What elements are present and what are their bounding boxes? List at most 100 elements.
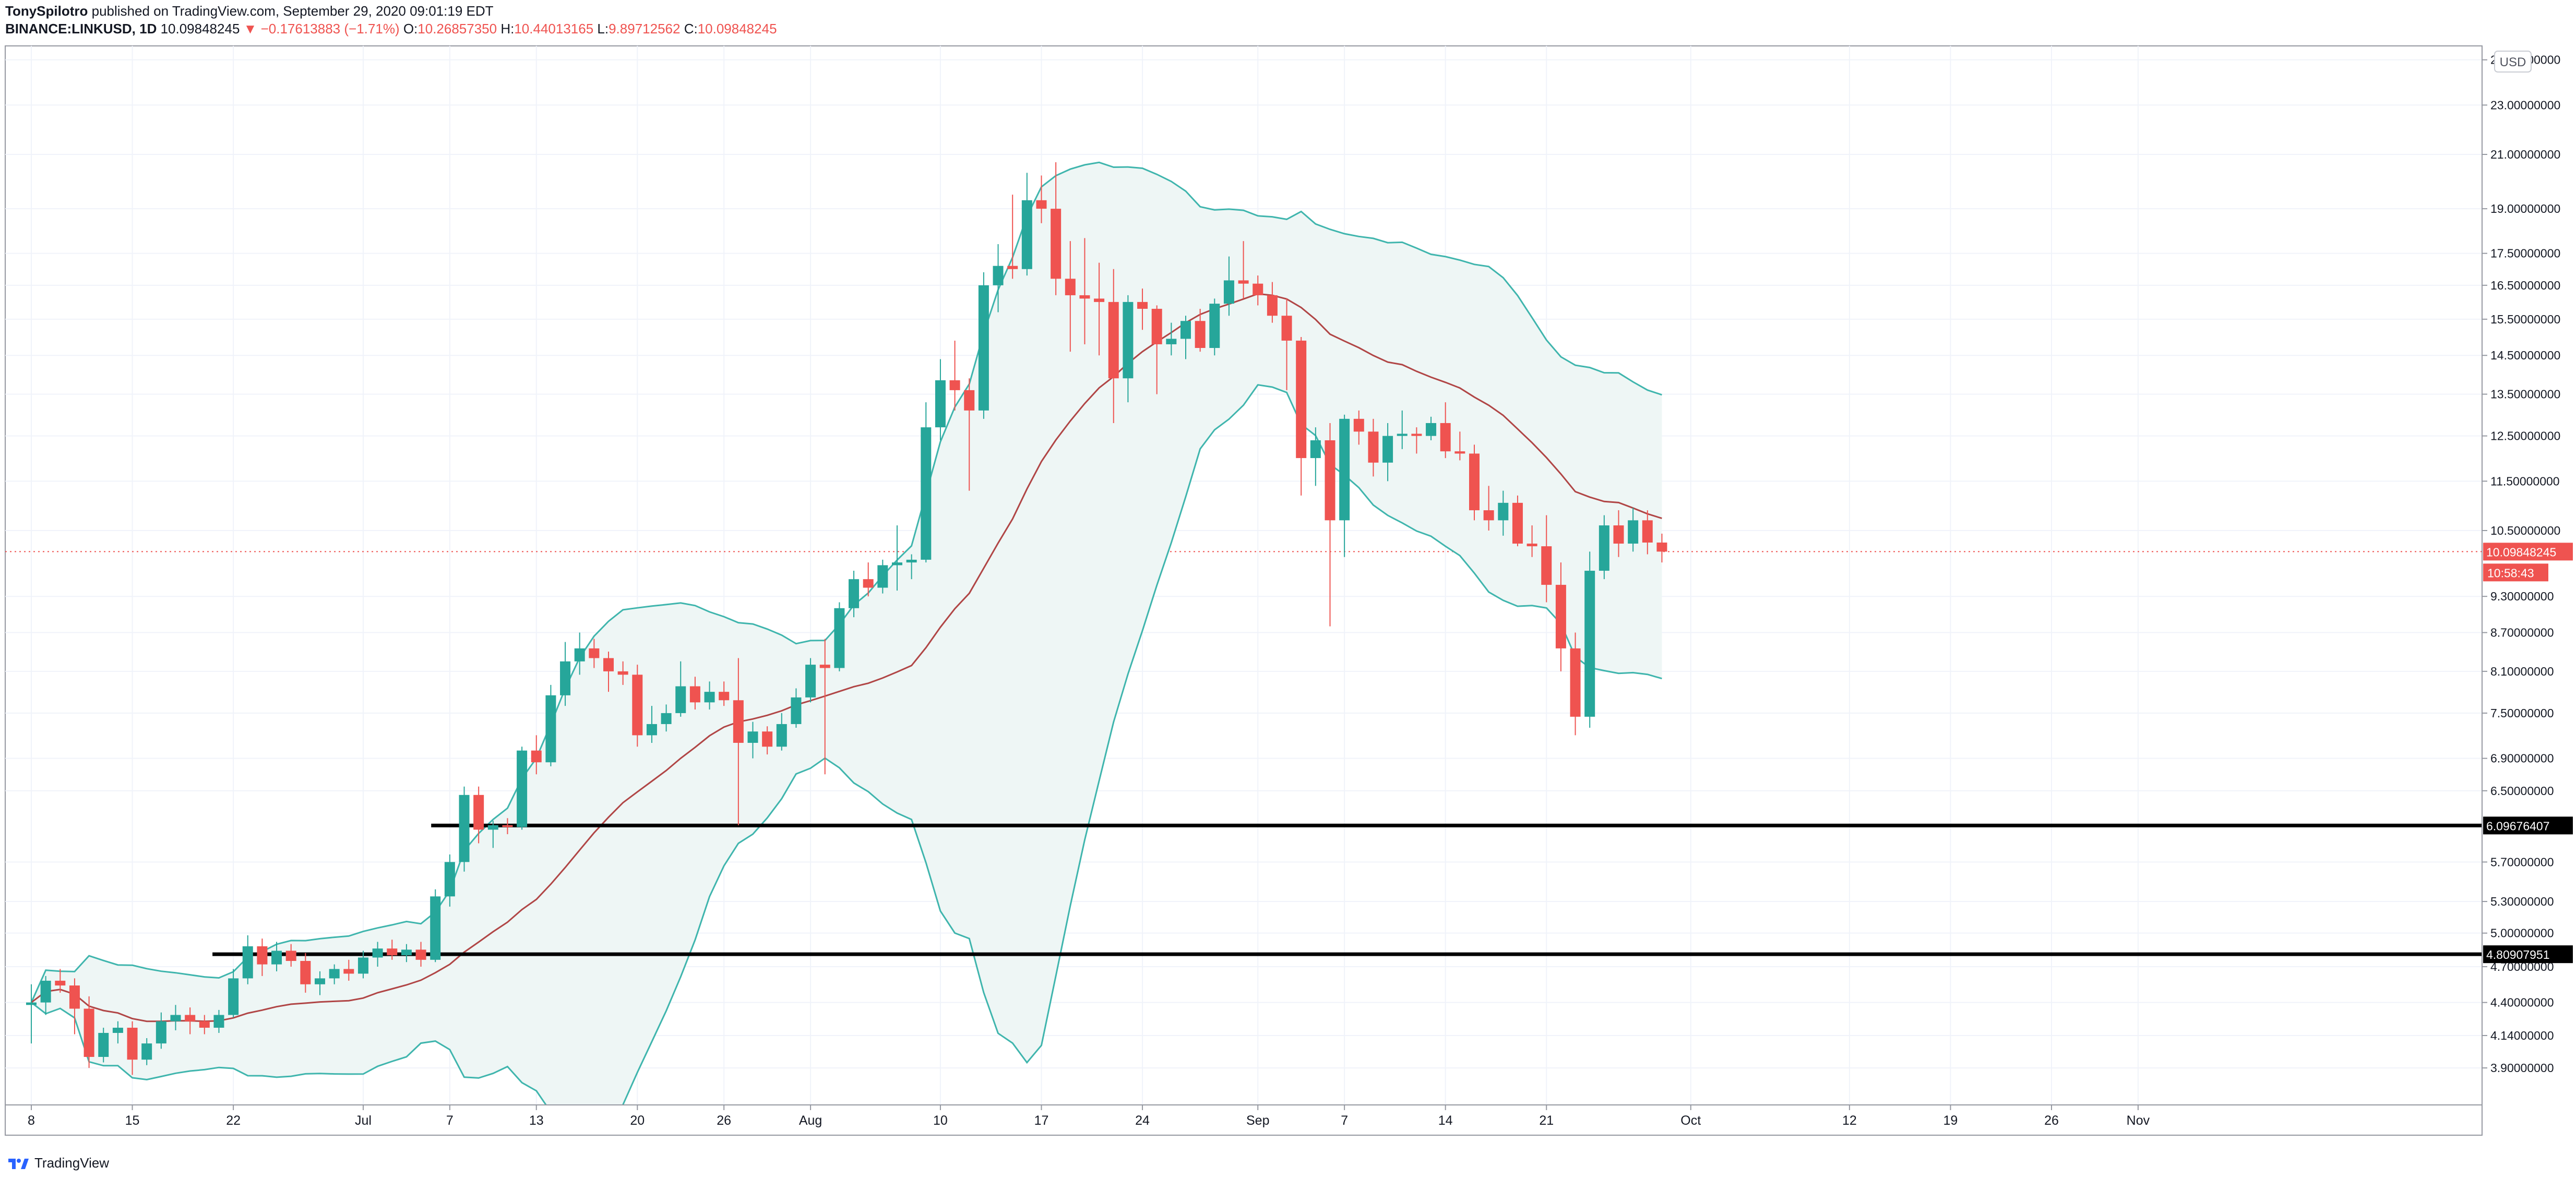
candle-body[interactable] bbox=[300, 961, 311, 984]
candle[interactable] bbox=[170, 1005, 181, 1030]
candle[interactable] bbox=[733, 658, 744, 825]
candle[interactable] bbox=[329, 964, 340, 984]
candle-body[interactable] bbox=[1021, 200, 1032, 269]
candle-body[interactable] bbox=[228, 978, 239, 1015]
support-lines[interactable] bbox=[212, 823, 2482, 956]
candle[interactable] bbox=[156, 1012, 166, 1049]
candle[interactable] bbox=[574, 632, 585, 675]
symbol-label[interactable]: BINANCE:LINKUSD, 1D bbox=[5, 21, 157, 37]
candle-body[interactable] bbox=[444, 862, 455, 897]
candle[interactable] bbox=[1195, 308, 1206, 352]
candle[interactable] bbox=[271, 942, 282, 971]
candle-body[interactable] bbox=[415, 949, 426, 960]
candle-body[interactable] bbox=[704, 692, 715, 703]
candle-body[interactable] bbox=[675, 686, 686, 713]
candle-body[interactable] bbox=[921, 427, 932, 560]
candle[interactable] bbox=[242, 935, 253, 984]
candle[interactable] bbox=[863, 562, 874, 597]
candle-body[interactable] bbox=[271, 951, 282, 965]
candle-body[interactable] bbox=[1541, 546, 1552, 585]
candle[interactable] bbox=[1021, 173, 1032, 276]
candle[interactable] bbox=[285, 944, 296, 967]
candle-body[interactable] bbox=[863, 579, 874, 588]
candle-body[interactable] bbox=[1223, 280, 1234, 304]
candle-body[interactable] bbox=[689, 686, 700, 703]
candle[interactable] bbox=[603, 652, 614, 692]
candle-body[interactable] bbox=[55, 980, 66, 986]
candle-body[interactable] bbox=[949, 380, 960, 390]
candle[interactable] bbox=[906, 554, 917, 580]
candle-body[interactable] bbox=[84, 1008, 94, 1057]
candle[interactable] bbox=[1296, 336, 1307, 496]
candle-body[interactable] bbox=[1469, 453, 1480, 511]
candle[interactable] bbox=[1426, 416, 1437, 440]
candle-body[interactable] bbox=[1108, 302, 1119, 379]
candle-body[interactable] bbox=[1137, 302, 1148, 309]
candle[interactable] bbox=[935, 359, 946, 440]
candle-body[interactable] bbox=[343, 969, 354, 974]
candle[interactable] bbox=[401, 944, 412, 963]
candle-body[interactable] bbox=[98, 1032, 109, 1057]
candle-body[interactable] bbox=[733, 700, 744, 743]
candle[interactable] bbox=[675, 661, 686, 717]
candle-body[interactable] bbox=[1584, 571, 1595, 717]
candle-body[interactable] bbox=[1253, 283, 1263, 295]
candle-body[interactable] bbox=[1526, 544, 1537, 547]
author-name[interactable]: TonySpilotro bbox=[5, 3, 88, 19]
candle[interactable] bbox=[1599, 515, 1609, 580]
candle-body[interactable] bbox=[1166, 339, 1177, 344]
candle[interactable] bbox=[1454, 431, 1465, 461]
candle[interactable] bbox=[357, 951, 368, 979]
candle-body[interactable] bbox=[1483, 510, 1494, 521]
candle[interactable] bbox=[1555, 562, 1566, 671]
candle[interactable] bbox=[1310, 427, 1321, 486]
candle-body[interactable] bbox=[1411, 434, 1422, 436]
candle-body[interactable] bbox=[791, 697, 802, 724]
candle-body[interactable] bbox=[1065, 279, 1076, 295]
candle[interactable] bbox=[1223, 256, 1234, 316]
candle[interactable] bbox=[834, 602, 845, 671]
candle-body[interactable] bbox=[401, 949, 412, 956]
candle-body[interactable] bbox=[1180, 321, 1191, 339]
candle-body[interactable] bbox=[1325, 440, 1335, 521]
candle[interactable] bbox=[689, 677, 700, 710]
candle[interactable] bbox=[300, 953, 311, 993]
candle[interactable] bbox=[776, 713, 787, 751]
candle[interactable] bbox=[978, 272, 989, 419]
candle[interactable] bbox=[819, 639, 830, 775]
candle-body[interactable] bbox=[185, 1015, 196, 1021]
candle[interactable] bbox=[1353, 410, 1364, 445]
candle-body[interactable] bbox=[849, 579, 860, 608]
candle[interactable] bbox=[704, 681, 715, 710]
candle-body[interactable] bbox=[1368, 431, 1379, 463]
candle-body[interactable] bbox=[877, 565, 888, 588]
candle[interactable] bbox=[545, 684, 556, 766]
candle[interactable] bbox=[1238, 241, 1249, 299]
candle-body[interactable] bbox=[1382, 436, 1393, 463]
candle[interactable] bbox=[1584, 551, 1595, 728]
candle-body[interactable] bbox=[40, 980, 51, 1003]
time-axis[interactable]: 8 15 22 Jul 7 13 20 26 Aug 10 17 24 Sep 7 14 21 Oct 12 19 2… bbox=[28, 1105, 2150, 1128]
candle[interactable] bbox=[40, 976, 51, 1015]
candle[interactable] bbox=[1512, 495, 1523, 547]
candle[interactable] bbox=[1339, 414, 1350, 557]
candle-body[interactable] bbox=[1397, 434, 1408, 436]
candle-body[interactable] bbox=[1599, 525, 1609, 571]
candle[interactable] bbox=[185, 1007, 196, 1034]
candle[interactable] bbox=[127, 1021, 138, 1075]
candle[interactable] bbox=[112, 1021, 123, 1044]
candle[interactable] bbox=[747, 721, 758, 759]
candle[interactable] bbox=[1498, 490, 1509, 536]
candle-body[interactable] bbox=[906, 559, 917, 563]
currency-label[interactable]: USD bbox=[2500, 55, 2526, 69]
candle[interactable] bbox=[257, 939, 268, 976]
candle-body[interactable] bbox=[632, 675, 643, 736]
candle-body[interactable] bbox=[935, 380, 946, 428]
candle[interactable] bbox=[84, 996, 94, 1068]
candle[interactable] bbox=[1094, 262, 1105, 356]
candle-body[interactable] bbox=[473, 795, 484, 830]
candle-body[interactable] bbox=[372, 948, 383, 958]
candle[interactable] bbox=[213, 1009, 224, 1033]
candle-body[interactable] bbox=[1209, 304, 1220, 348]
candle-body[interactable] bbox=[1628, 520, 1639, 544]
